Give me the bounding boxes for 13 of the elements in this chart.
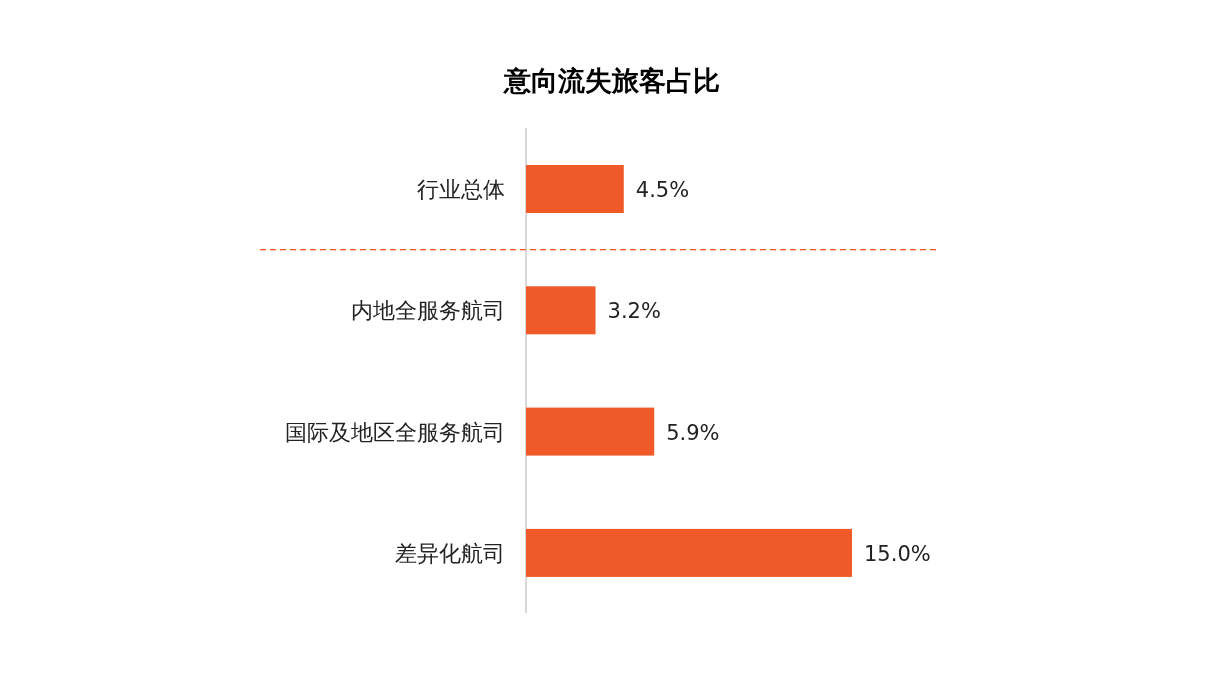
y-tick-label: 国际及地区全服务航司 [285,419,505,445]
data-label: 3.2% [607,299,661,324]
data-label: 4.5% [635,178,690,202]
y-tick-label: 差异化航司 [395,540,505,566]
chart-title: 意向流失旅客占比 [503,65,720,96]
data-label: 15.0% [864,541,931,566]
y-tick-label: 内地全服务航司 [351,298,505,324]
bar [526,407,655,456]
bar [526,286,596,335]
y-tick-label: 行业总体 [417,177,505,202]
bar [526,165,624,213]
bar [526,528,852,577]
data-label: 5.9% [666,420,720,445]
